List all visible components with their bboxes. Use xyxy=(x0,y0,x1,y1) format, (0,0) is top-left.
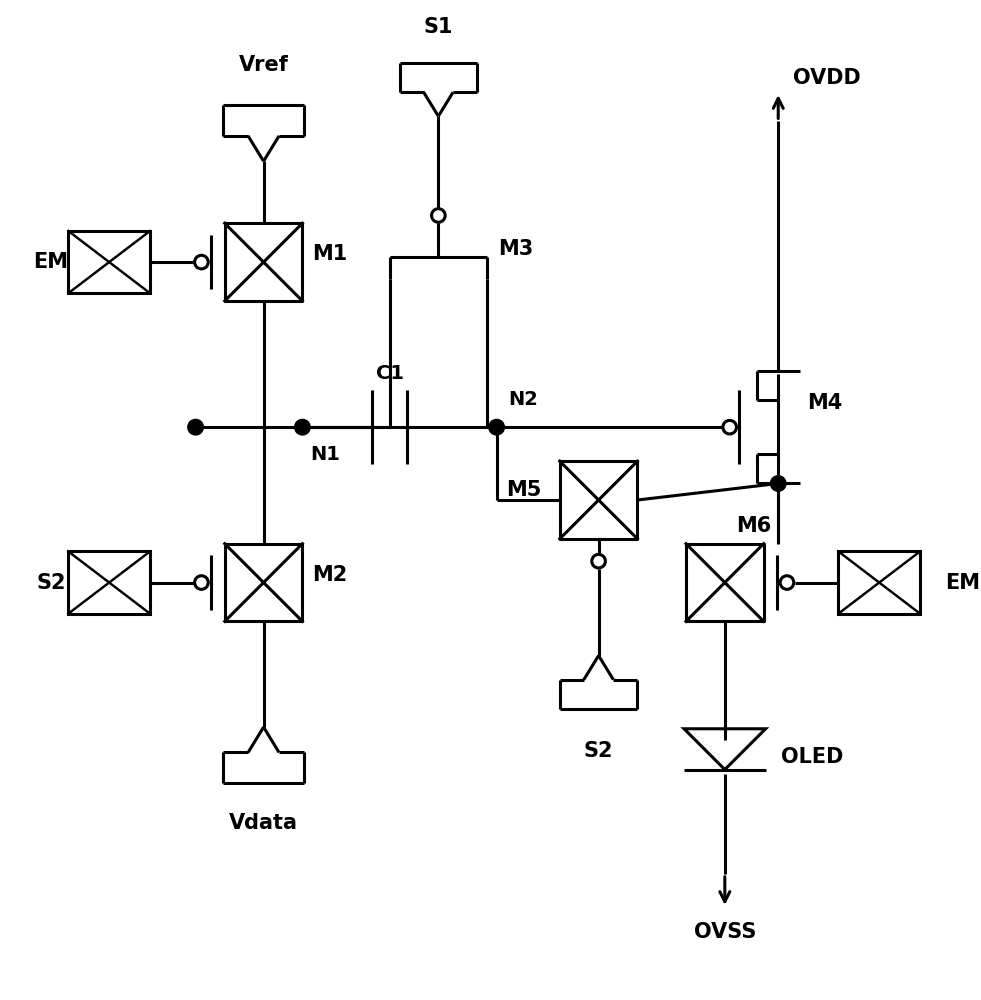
Text: M1: M1 xyxy=(312,244,347,264)
Bar xyxy=(839,551,920,614)
Text: S2: S2 xyxy=(584,741,613,761)
Text: S1: S1 xyxy=(424,17,453,37)
Text: M5: M5 xyxy=(506,480,542,500)
Circle shape xyxy=(294,419,310,435)
Text: M2: M2 xyxy=(312,565,347,585)
Circle shape xyxy=(489,419,504,435)
Text: M3: M3 xyxy=(498,239,534,259)
Text: M6: M6 xyxy=(737,516,772,536)
Text: S2: S2 xyxy=(36,573,66,593)
Text: OLED: OLED xyxy=(781,747,844,767)
Bar xyxy=(69,551,150,614)
Polygon shape xyxy=(684,729,765,770)
Text: OVSS: OVSS xyxy=(694,922,756,942)
Circle shape xyxy=(770,476,786,491)
Text: N1: N1 xyxy=(310,445,340,464)
Text: N2: N2 xyxy=(508,390,539,409)
Text: Vdata: Vdata xyxy=(230,813,298,833)
Text: EM: EM xyxy=(33,252,69,272)
Text: C1: C1 xyxy=(376,364,404,383)
Text: Vref: Vref xyxy=(238,55,288,75)
Text: OVDD: OVDD xyxy=(793,68,860,88)
Circle shape xyxy=(187,419,203,435)
Text: EM: EM xyxy=(946,573,980,593)
Text: M4: M4 xyxy=(807,393,843,413)
Bar xyxy=(69,231,150,293)
